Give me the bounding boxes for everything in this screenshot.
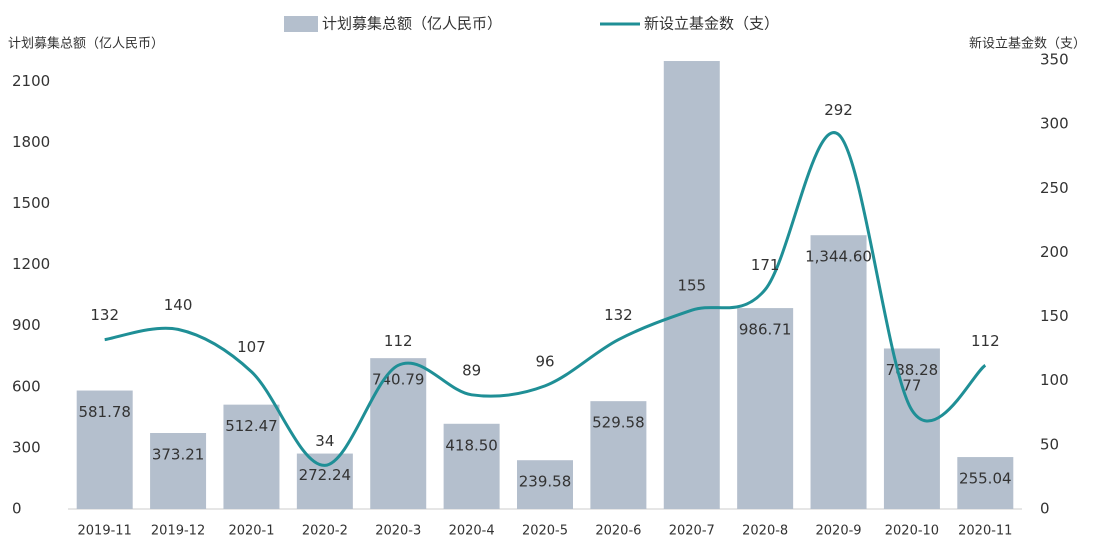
- bar-value-label: 740.79: [372, 371, 425, 389]
- x-tick-label: 2020-1: [228, 524, 274, 539]
- bar-value-label: 581.78: [78, 403, 131, 421]
- y-axis-title: 计划募集总额（亿人民币）: [8, 36, 164, 52]
- bar-value-label: 239.58: [519, 473, 572, 491]
- line-value-label: 140: [164, 296, 193, 314]
- x-tick-label: 2020-6: [595, 524, 641, 539]
- bar: [370, 358, 427, 509]
- y-tick-label: 900: [12, 316, 41, 334]
- legend-label: 计划募集总额（亿人民币）: [322, 15, 502, 33]
- line-value-label: 34: [315, 432, 334, 450]
- y-tick-label: 1800: [12, 133, 50, 151]
- x-tick-label: 2020-8: [742, 524, 788, 539]
- bar: [517, 460, 573, 509]
- bar-value-label: 1,344.60: [805, 248, 872, 266]
- bar: [737, 308, 794, 509]
- bar: [810, 235, 867, 509]
- y2-tick-label: 0: [1040, 500, 1050, 518]
- line-value-label: 132: [90, 306, 119, 324]
- y-tick-label: 0: [12, 500, 22, 518]
- y-tick-label: 300: [12, 438, 41, 456]
- x-tick-label: 2020-4: [449, 524, 495, 539]
- bar-value-label: 373.21: [152, 446, 205, 464]
- line-value-label: 155: [677, 277, 706, 295]
- bar: [76, 390, 133, 509]
- bar: [663, 61, 720, 510]
- y-tick-label: 600: [12, 377, 41, 395]
- x-tick-label: 2020-11: [958, 524, 1012, 539]
- bar: [296, 453, 353, 509]
- line-value-label: 96: [535, 352, 554, 370]
- line-value-label: 292: [824, 101, 853, 119]
- bar: [883, 348, 940, 509]
- bar-value-label: 418.50: [445, 436, 498, 454]
- bar: [590, 401, 647, 509]
- bar: [957, 457, 1014, 509]
- y-tick-label: 1500: [12, 194, 50, 212]
- x-tick-label: 2020-2: [302, 524, 348, 539]
- bar: [150, 433, 207, 509]
- y2-tick-label: 300: [1040, 115, 1069, 133]
- bar-value-label: 529.58: [592, 414, 645, 432]
- x-tick-label: 2020-10: [885, 524, 939, 539]
- x-tick-label: 2019-12: [151, 524, 205, 539]
- legend-label: 新设立基金数（支）: [644, 15, 779, 33]
- x-tick-label: 2020-7: [669, 524, 715, 539]
- y2-tick-label: 350: [1040, 51, 1069, 69]
- x-tick-label: 2020-9: [816, 524, 862, 539]
- y-tick-label: 1200: [12, 255, 50, 273]
- bar: [223, 404, 280, 509]
- bar: [443, 423, 500, 509]
- line-value-label: 107: [237, 338, 266, 356]
- y2-tick-label: 150: [1040, 307, 1069, 325]
- y2-tick-label: 200: [1040, 243, 1069, 261]
- line-value-label: 89: [462, 361, 481, 379]
- y2-tick-label: 250: [1040, 179, 1069, 197]
- bar-value-label: 272.24: [299, 466, 352, 484]
- x-tick-label: 2020-5: [522, 524, 568, 539]
- line-value-label: 171: [751, 256, 780, 274]
- line-value-label: 112: [971, 332, 1000, 350]
- y-tick-label: 2100: [12, 72, 50, 90]
- x-tick-label: 2019-11: [78, 524, 132, 539]
- x-tick-label: 2020-3: [375, 524, 421, 539]
- line: [104, 131, 987, 467]
- line-value-label: 132: [604, 306, 633, 324]
- bar-value-label: 986.71: [739, 321, 792, 339]
- legend-swatch-bar: [284, 16, 318, 32]
- bar-value-label: 255.04: [959, 470, 1012, 488]
- line-value-label: 112: [384, 332, 413, 350]
- line-value-label: 77: [902, 377, 921, 395]
- y2-axis-title: 新设立基金数（支）: [969, 36, 1086, 52]
- y2-tick-label: 100: [1040, 371, 1069, 389]
- bar-value-label: 512.47: [225, 417, 278, 435]
- y2-tick-label: 50: [1040, 435, 1059, 453]
